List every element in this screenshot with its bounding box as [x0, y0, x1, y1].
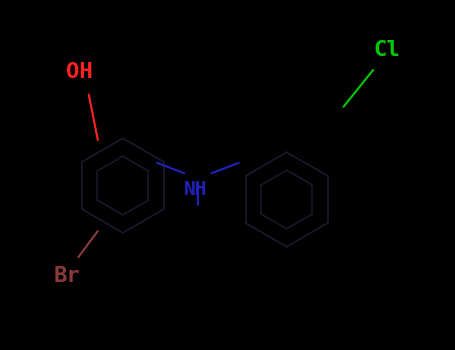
Text: Cl: Cl — [374, 40, 400, 60]
Text: Br: Br — [54, 266, 81, 286]
Text: NH: NH — [184, 180, 207, 199]
Text: OH: OH — [66, 62, 93, 82]
